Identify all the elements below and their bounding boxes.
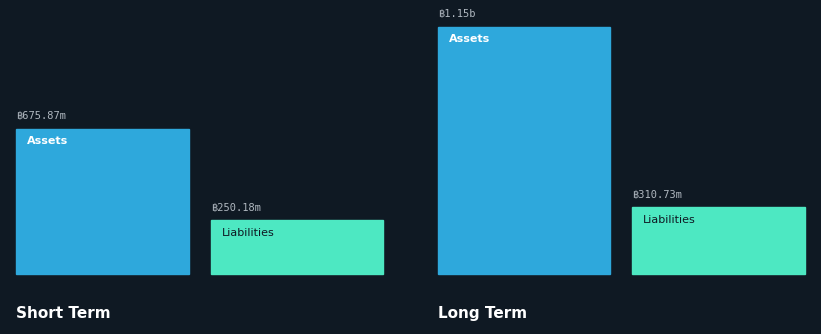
Bar (211, 220, 383, 274)
Text: ฿310.73m: ฿310.73m (632, 190, 682, 200)
Text: Assets: Assets (449, 34, 490, 44)
Text: Short Term: Short Term (16, 306, 111, 321)
Text: Liabilities: Liabilities (644, 214, 696, 224)
Text: Liabilities: Liabilities (222, 227, 274, 237)
Text: ฿250.18m: ฿250.18m (211, 203, 261, 213)
Text: ฿675.87m: ฿675.87m (16, 111, 67, 121)
Text: Assets: Assets (27, 136, 69, 146)
Text: ฿1.15b: ฿1.15b (438, 9, 475, 19)
Text: Long Term: Long Term (438, 306, 527, 321)
Bar (438, 27, 610, 274)
Bar (16, 129, 189, 274)
Bar (632, 207, 805, 274)
